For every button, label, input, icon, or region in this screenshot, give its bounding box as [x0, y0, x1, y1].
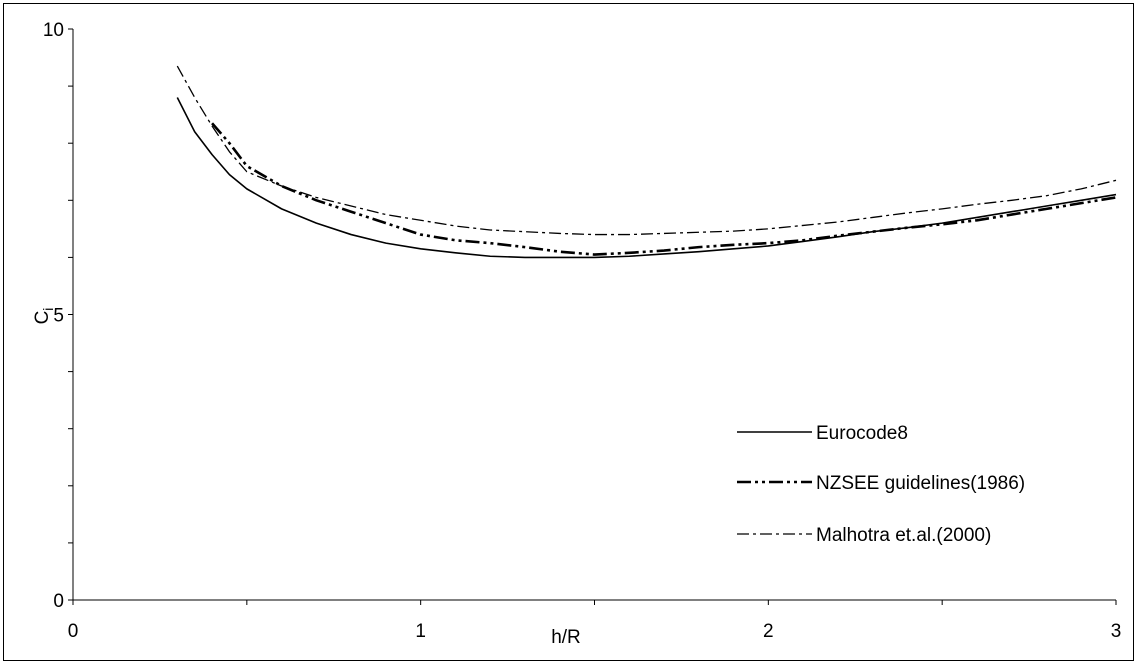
- x-axis-title: h/R: [551, 627, 581, 648]
- x-tick-label: 3: [1111, 621, 1122, 642]
- series-line-2: [211, 122, 1117, 256]
- legend-label-2: NZSEE guidelines(1986): [816, 473, 1025, 494]
- y-tick-label: 5: [53, 306, 64, 327]
- chart-frame: [3, 3, 1134, 661]
- x-tick-label: 0: [68, 621, 79, 642]
- series-line-3: [176, 65, 1117, 236]
- y-tick-label: 10: [43, 20, 64, 41]
- legend-label-1: Eurocode8: [816, 423, 908, 444]
- legend-label-3: Malhotra et.al.(2000): [816, 525, 991, 546]
- y-tick-label: 0: [53, 591, 64, 612]
- x-tick-label: 2: [763, 621, 774, 642]
- series-layer: [176, 65, 1117, 259]
- labels: 0 5 10 0 1 2 3 h/R Ci: [32, 20, 1121, 648]
- series-line-1: [176, 97, 1117, 259]
- y-axis-title: Ci: [32, 308, 56, 325]
- x-tick-label: 1: [415, 621, 426, 642]
- axes: [68, 28, 1117, 605]
- legend: Eurocode8 NZSEE guidelines(1986) Malhotra …: [737, 423, 1025, 546]
